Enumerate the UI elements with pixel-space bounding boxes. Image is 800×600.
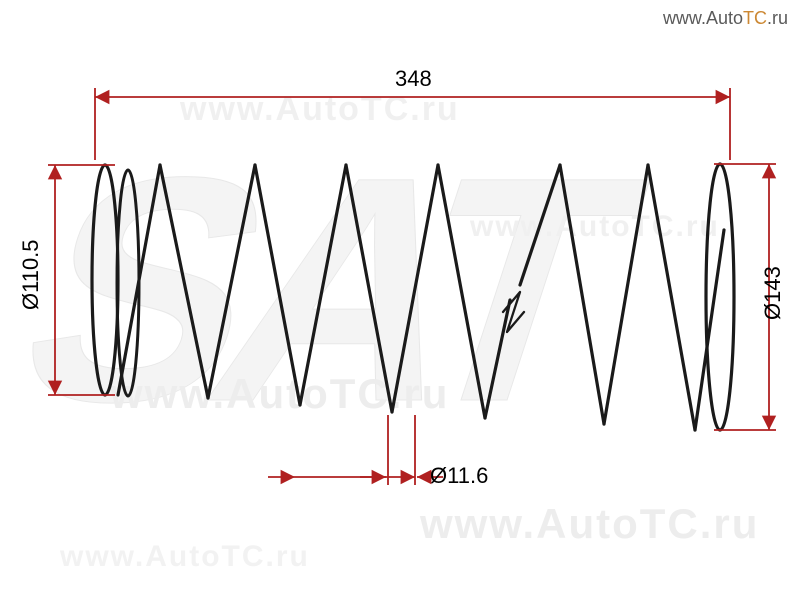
- url-prefix: www.Auto: [663, 8, 743, 28]
- url-watermark: www.AutoTC.ru: [663, 8, 788, 29]
- dim-wire-diameter-label: Ø11.6: [430, 463, 488, 489]
- spring-coil: [92, 164, 734, 430]
- dim-length-label: 348: [395, 66, 432, 92]
- dim-right-diameter-label: Ø143: [760, 266, 786, 320]
- diagram-container: SAT www.AutoTC.ru www.AutoTC.ru www.Auto…: [0, 0, 800, 600]
- dimension-lines: [48, 88, 776, 485]
- url-tc: TC: [743, 8, 767, 28]
- url-suffix: .ru: [767, 8, 788, 28]
- dim-left-diameter-label: Ø110.5: [18, 239, 44, 310]
